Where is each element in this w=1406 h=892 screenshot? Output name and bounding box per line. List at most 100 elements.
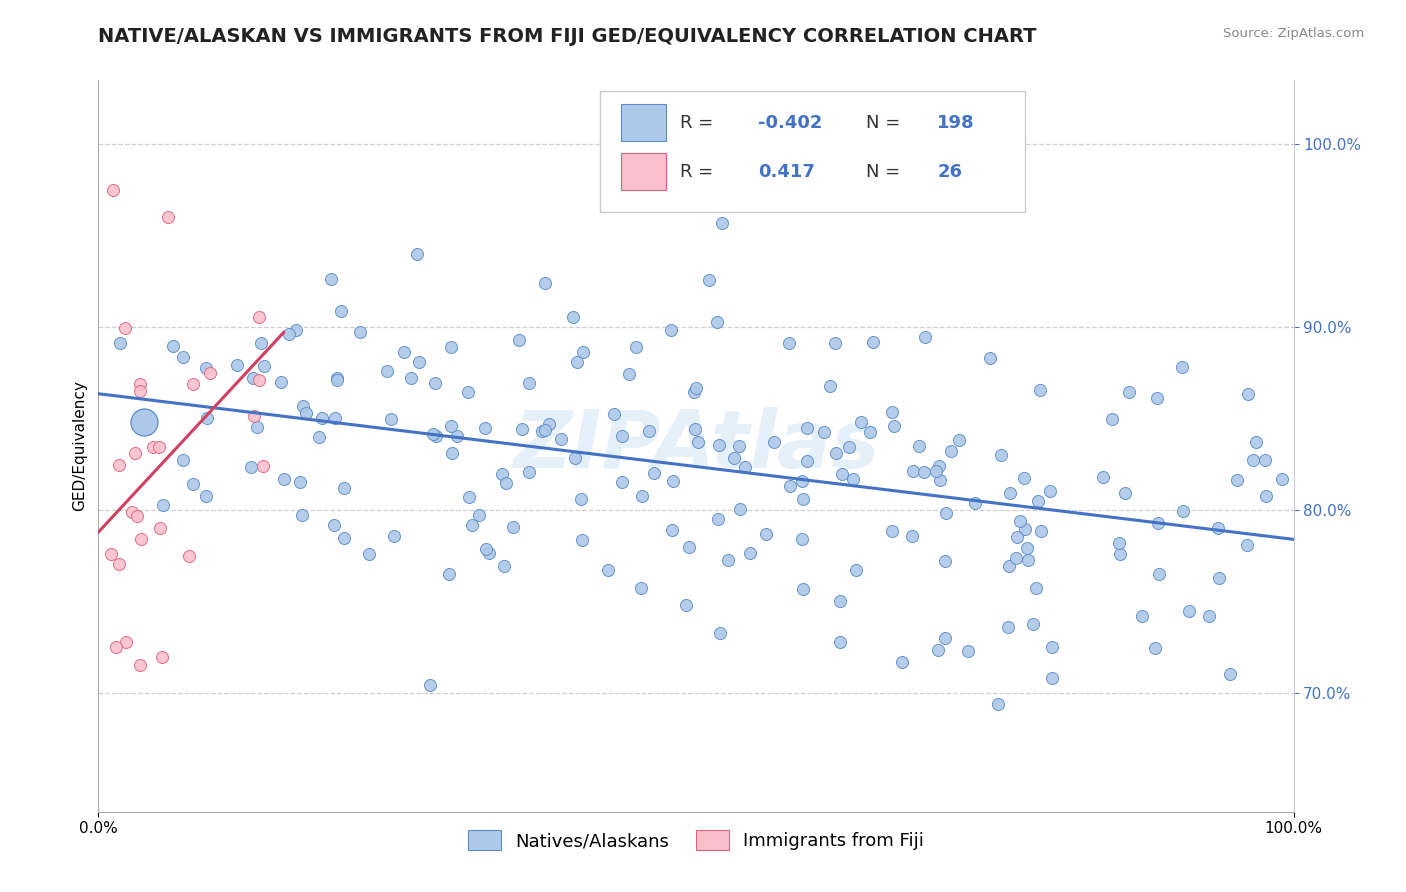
Text: ZIPAtlas: ZIPAtlas xyxy=(513,407,879,485)
Point xyxy=(329,304,352,318)
Point xyxy=(375,364,398,378)
Point xyxy=(508,333,530,347)
Point xyxy=(1208,571,1230,585)
Point xyxy=(882,405,904,419)
Point xyxy=(326,370,349,384)
Point xyxy=(1022,616,1045,631)
Point xyxy=(148,440,170,454)
Point xyxy=(534,423,557,437)
Point xyxy=(1005,550,1028,565)
Point xyxy=(706,512,728,526)
Point xyxy=(661,523,683,537)
Legend: Natives/Alaskans, Immigrants from Fiji: Natives/Alaskans, Immigrants from Fiji xyxy=(461,823,931,857)
Point xyxy=(323,517,346,532)
Point xyxy=(425,429,447,443)
Point xyxy=(838,440,860,454)
Point xyxy=(617,367,640,381)
Point xyxy=(849,415,872,429)
Point xyxy=(631,489,654,503)
Point xyxy=(1198,608,1220,623)
Point xyxy=(246,420,269,434)
Point xyxy=(1017,553,1039,567)
Point xyxy=(1014,523,1036,537)
Point xyxy=(294,406,316,420)
Point xyxy=(706,315,728,329)
Point xyxy=(891,656,914,670)
Point xyxy=(105,640,128,655)
Point xyxy=(925,464,948,478)
Point xyxy=(1130,609,1153,624)
Point xyxy=(997,559,1019,574)
Point xyxy=(697,273,720,287)
Point xyxy=(446,429,468,443)
Point xyxy=(796,454,818,468)
Point xyxy=(831,467,853,482)
Point xyxy=(458,490,481,504)
Point xyxy=(661,475,683,489)
Point xyxy=(1254,489,1277,503)
Point xyxy=(830,593,852,607)
Point xyxy=(990,448,1012,462)
Point xyxy=(569,491,592,506)
Point xyxy=(1029,524,1052,539)
Point xyxy=(934,631,956,645)
Point xyxy=(796,421,818,435)
Point xyxy=(734,459,756,474)
Point xyxy=(571,533,593,547)
Point xyxy=(457,384,479,399)
Point xyxy=(934,554,956,568)
Point xyxy=(468,508,491,522)
Point xyxy=(564,451,586,466)
Point xyxy=(308,430,330,444)
Point xyxy=(1015,541,1038,555)
Text: 26: 26 xyxy=(938,162,962,181)
Text: 198: 198 xyxy=(938,113,974,132)
Point xyxy=(101,183,124,197)
Point xyxy=(883,419,905,434)
Point xyxy=(422,427,444,442)
Point xyxy=(495,476,517,491)
Point xyxy=(359,547,381,561)
Point xyxy=(792,582,814,597)
Point xyxy=(380,412,402,426)
Text: R =: R = xyxy=(681,162,714,181)
Point xyxy=(934,506,956,520)
Point xyxy=(349,325,371,339)
Point xyxy=(474,541,496,556)
Point xyxy=(790,474,813,488)
Text: -0.402: -0.402 xyxy=(758,113,823,132)
Point xyxy=(1271,472,1294,486)
Point xyxy=(253,359,276,373)
Point xyxy=(108,336,131,351)
Point xyxy=(908,439,931,453)
Point xyxy=(517,465,540,479)
Point xyxy=(129,377,152,392)
Point xyxy=(762,434,785,449)
Point xyxy=(195,360,218,375)
Point xyxy=(247,310,270,325)
Point xyxy=(675,598,697,612)
Point xyxy=(1219,666,1241,681)
Point xyxy=(1178,604,1201,618)
Point xyxy=(1147,516,1170,530)
Point xyxy=(512,422,534,436)
Point xyxy=(121,505,143,519)
Point xyxy=(250,335,273,350)
Text: R =: R = xyxy=(681,113,714,132)
Point xyxy=(115,635,138,649)
Point xyxy=(928,473,950,487)
Point xyxy=(273,472,295,486)
Point xyxy=(419,678,441,692)
Point xyxy=(792,492,814,507)
Point xyxy=(862,334,884,349)
Point xyxy=(900,529,922,543)
Point xyxy=(1029,384,1052,398)
Point xyxy=(927,643,949,657)
Point xyxy=(1118,384,1140,399)
Point xyxy=(319,272,342,286)
Point xyxy=(531,425,554,439)
Point xyxy=(533,276,555,290)
Point xyxy=(333,481,356,495)
Point xyxy=(987,698,1010,712)
FancyBboxPatch shape xyxy=(620,153,666,190)
